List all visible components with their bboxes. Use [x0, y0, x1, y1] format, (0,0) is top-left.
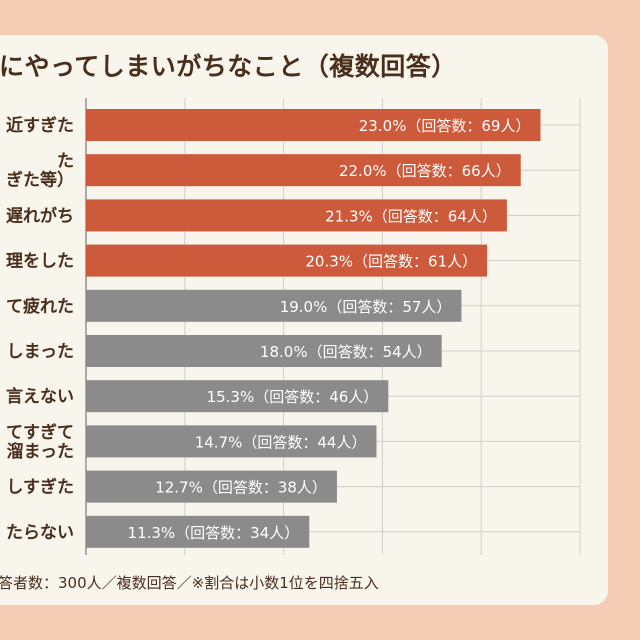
data-label: 19.0%（回答数：57人） — [280, 298, 452, 316]
bar — [86, 199, 507, 232]
bar — [86, 470, 337, 503]
category-label: 溜まった — [7, 441, 74, 462]
data-label: 12.7%（回答数：38人） — [155, 479, 327, 497]
category-label: 言えない — [6, 386, 74, 407]
category-label: た — [57, 152, 74, 172]
bar — [86, 244, 488, 277]
chart-title: にやってしまいがちなこと（複数回答） — [0, 52, 457, 81]
bar — [86, 425, 377, 458]
bar — [86, 380, 389, 413]
data-label: 14.7%（回答数：44人） — [195, 433, 367, 451]
data-label: 22.0%（回答数：66人） — [339, 162, 511, 180]
category-label: たらない — [6, 523, 74, 543]
category-label: 近すぎた — [6, 115, 74, 136]
data-label: 23.0%（回答数：69人） — [359, 117, 531, 135]
category-label: て疲れた — [6, 296, 74, 317]
data-label: 11.3%（回答数：34人） — [128, 524, 300, 542]
category-label: てすぎて — [6, 422, 74, 443]
data-label: 15.3%（回答数：46人） — [207, 388, 379, 406]
category-label: しすぎた — [6, 477, 74, 498]
data-label: 21.3%（回答数：64人） — [325, 207, 497, 225]
category-label: 理をした — [6, 252, 74, 272]
category-label: しまった — [7, 342, 74, 362]
bar — [86, 289, 462, 322]
category-label: ぎた等） — [6, 170, 74, 191]
footnote: 答者数：300人／複数回答／※割合は小数1位を四捨五入 — [0, 574, 379, 592]
bar — [86, 154, 521, 187]
category-label: 遅れがち — [6, 205, 74, 226]
bar — [86, 109, 541, 141]
data-label: 18.0%（回答数：54人） — [260, 343, 432, 361]
bar — [86, 515, 310, 548]
data-label: 20.3%（回答数：61人） — [305, 253, 477, 271]
bar — [86, 335, 442, 367]
